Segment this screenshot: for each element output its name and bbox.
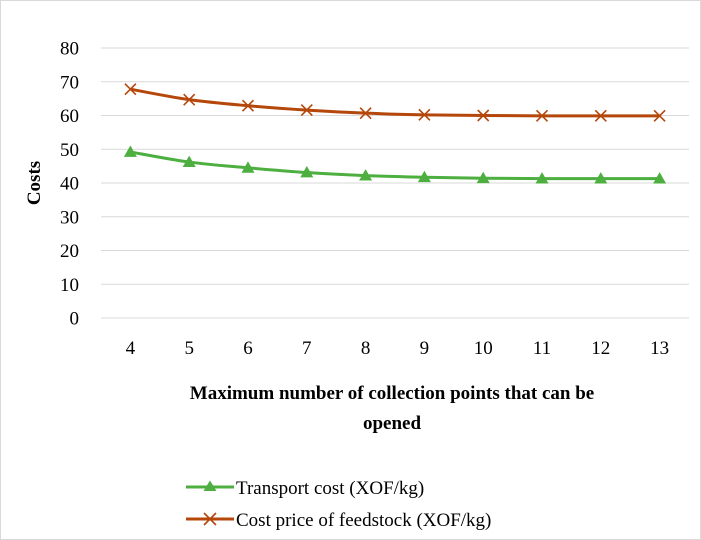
y-axis-title: Costs [24, 161, 45, 205]
series-transport-cost [123, 145, 667, 184]
x-tick-label: 9 [420, 338, 430, 359]
y-tick-label: 40 [60, 174, 79, 195]
data-point-triangle [535, 172, 549, 184]
x-tick-labels: 4 5 6 7 8 9 10 11 12 13 [126, 338, 669, 359]
data-point-triangle [300, 166, 314, 178]
data-point-triangle [594, 172, 608, 184]
data-point-x [653, 109, 666, 122]
data-point-triangle [241, 161, 255, 173]
data-point-triangle [476, 171, 490, 184]
x-tick-label: 8 [361, 338, 371, 359]
x-axis-title-line-1: Maximum number of collection points that… [190, 383, 594, 404]
y-tick-label: 10 [60, 275, 79, 296]
data-point-x [300, 104, 313, 117]
data-point-x [594, 109, 607, 122]
y-tick-label: 0 [70, 309, 80, 330]
x-tick-label: 5 [184, 338, 194, 359]
data-point-triangle [653, 172, 667, 184]
y-tick-label: 70 [60, 72, 79, 93]
legend-x-icon [203, 512, 217, 526]
data-point-triangle [359, 169, 373, 181]
series-line [130, 87, 660, 118]
data-point-x [124, 83, 137, 96]
x-tick-label: 4 [126, 338, 136, 359]
x-tick-label: 7 [302, 338, 312, 359]
y-tick-label: 80 [60, 39, 79, 60]
x-tick-label: 13 [650, 338, 669, 359]
legend-item-transport: Transport cost (XOF/kg) [186, 478, 424, 499]
x-tick-label: 11 [533, 338, 551, 359]
data-point-triangle [182, 155, 196, 167]
data-point-x [418, 108, 431, 121]
legend-label-transport: Transport cost (XOF/kg) [236, 478, 424, 499]
data-point-x [477, 109, 490, 122]
y-tick-label: 60 [60, 106, 79, 127]
data-point-x [359, 107, 372, 120]
data-point-x [183, 93, 196, 106]
y-tick-label: 50 [60, 140, 79, 161]
series-line [130, 150, 660, 181]
data-point-triangle [123, 145, 137, 157]
x-tick-label: 12 [591, 338, 610, 359]
x-tick-label: 6 [243, 338, 253, 359]
x-tick-label: 10 [474, 338, 493, 359]
y-tick-labels: 0 10 20 30 40 50 60 70 80 [60, 39, 79, 330]
series-feedstock-cost [124, 83, 666, 122]
legend-triangle-icon [203, 480, 217, 491]
legend: Transport cost (XOF/kg) Cost price of fe… [186, 478, 491, 531]
legend-label-feedstock: Cost price of feedstock (XOF/kg) [236, 510, 491, 531]
x-axis-title-line-2: opened [363, 413, 422, 434]
y-tick-label: 30 [60, 207, 79, 228]
legend-item-feedstock: Cost price of feedstock (XOF/kg) [186, 510, 491, 531]
y-tick-label: 20 [60, 241, 79, 262]
series-layer [123, 83, 667, 184]
data-point-x [241, 99, 255, 112]
data-point-triangle [417, 170, 431, 183]
data-point-x [535, 109, 549, 122]
